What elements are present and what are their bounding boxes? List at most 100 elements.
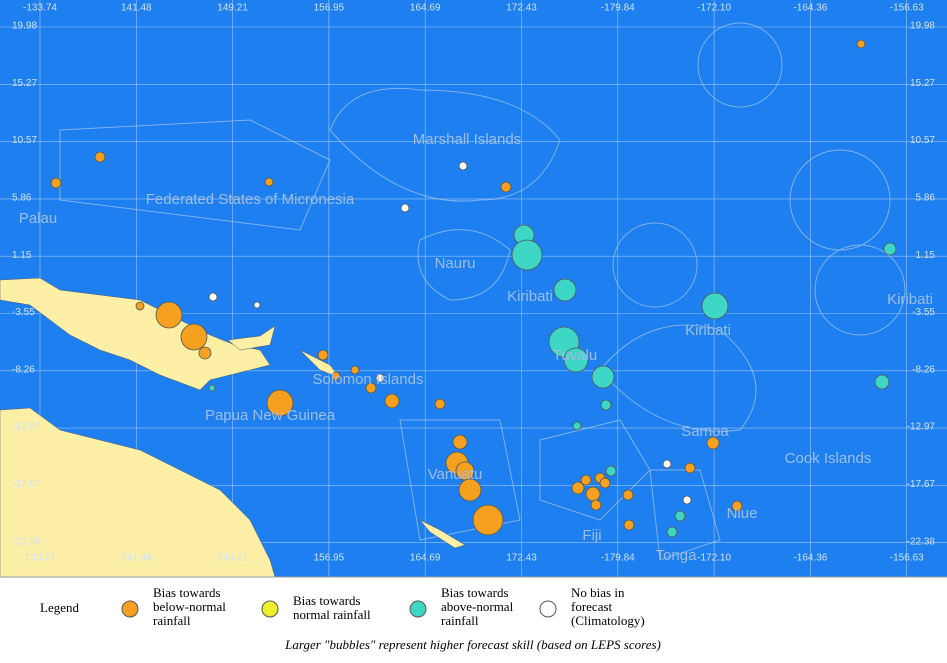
lat-label: -8.26: [912, 364, 935, 375]
lat-label: -17.67: [907, 479, 936, 490]
bubble: [572, 421, 582, 431]
bubble: [180, 323, 208, 351]
bubble: [458, 161, 468, 171]
bubble: [511, 239, 543, 271]
region-label: Tuvalu: [553, 347, 597, 364]
lat-label: -22.38: [907, 536, 936, 547]
lon-label: 164.69: [410, 553, 441, 564]
region-label: Niue: [727, 505, 758, 522]
lat-label: 1.15: [916, 250, 936, 261]
bubble: [605, 465, 617, 477]
lat-label: 15.27: [12, 78, 37, 89]
bubble: [350, 365, 360, 375]
bubble: [682, 495, 692, 505]
bubble: [591, 365, 615, 389]
bubble: [580, 474, 592, 486]
bubble: [856, 39, 866, 49]
region-label: Palau: [19, 210, 57, 227]
region-label: Tonga: [656, 547, 698, 564]
bubble: [883, 242, 897, 256]
legend-swatch: [261, 600, 279, 618]
bubble: [198, 346, 212, 360]
region-label: Papua New Guinea: [205, 407, 336, 424]
bubble: [706, 436, 720, 450]
bubble: [874, 374, 890, 390]
bubble: [400, 203, 410, 213]
lat-label: -22.38: [12, 536, 41, 547]
legend-label: rainfall: [441, 613, 479, 628]
bubble: [94, 151, 106, 163]
bubble: [155, 301, 183, 329]
bubble: [599, 477, 611, 489]
legend-swatch: [121, 600, 139, 618]
lat-label: 5.86: [916, 193, 936, 204]
bubble: [458, 478, 482, 502]
region-label: Solomon Islands: [313, 371, 424, 388]
lat-label: -17.67: [12, 479, 41, 490]
bubble: [253, 301, 261, 309]
bubble: [571, 481, 585, 495]
region-label: Fiji: [582, 527, 601, 544]
bubble: [623, 519, 635, 531]
legend-label: (Climatology): [571, 613, 645, 628]
lat-label: -12.97: [12, 422, 41, 433]
legend-label: rainfall: [153, 613, 191, 628]
bubble: [264, 177, 274, 187]
lon-label: 156.95: [314, 3, 345, 14]
lat-label: 10.57: [910, 135, 935, 146]
bubble: [731, 500, 743, 512]
bubble: [500, 181, 512, 193]
region-label: Marshall Islands: [413, 131, 521, 148]
lon-label: -156.63: [890, 3, 924, 14]
bubble: [331, 371, 341, 381]
region-label: Vanuatu: [428, 466, 483, 483]
lon-label: 172.43: [506, 553, 537, 564]
bubble: [375, 373, 385, 383]
bubble: [208, 384, 216, 392]
lat-label: 15.27: [910, 78, 935, 89]
lon-label: 164.69: [410, 3, 441, 14]
bubble: [452, 434, 468, 450]
region-label: Cook Islands: [785, 450, 872, 467]
lat-label: 19.98: [910, 21, 935, 32]
legend-label: Bias towards: [441, 585, 509, 600]
bubble: [553, 278, 577, 302]
legend-label: No bias in: [571, 585, 625, 600]
bubble: [701, 292, 729, 320]
legend-label: below-normal: [153, 599, 226, 614]
region-label: Samoa: [681, 423, 729, 440]
bubble: [384, 393, 400, 409]
region-label: Kiribati: [887, 291, 933, 308]
lat-label: -3.55: [912, 307, 935, 318]
lon-label: -164.36: [793, 3, 827, 14]
bubble: [590, 499, 602, 511]
legend-label: Bias towards: [153, 585, 221, 600]
lon-label: 141.48: [121, 3, 152, 14]
legend-note: Larger "bubbles" represent higher foreca…: [284, 637, 661, 652]
lon-label: 156.95: [314, 553, 345, 564]
lat-label: -8.26: [12, 364, 35, 375]
legend-swatch: [539, 600, 557, 618]
lon-label: 141.48: [121, 553, 152, 564]
lon-label: 149.21: [217, 3, 248, 14]
bubble: [662, 459, 672, 469]
lat-label: 19.98: [12, 21, 37, 32]
legend-swatch: [409, 600, 427, 618]
region-label: Kiribati: [507, 288, 553, 305]
lat-label: -12.97: [907, 422, 936, 433]
lat-label: -3.55: [12, 307, 35, 318]
bubble: [563, 347, 589, 373]
lon-label: -179.84: [601, 553, 635, 564]
region-label: Nauru: [435, 255, 476, 272]
legend-label: Bias towards: [293, 593, 361, 608]
lat-label: 10.57: [12, 135, 37, 146]
forecast-bubbles: [50, 39, 897, 538]
land: [0, 277, 466, 578]
lon-label: 133.74: [25, 553, 56, 564]
bubble: [365, 382, 377, 394]
lon-label: 172.43: [506, 3, 537, 14]
lon-label: -156.63: [890, 553, 924, 564]
lon-label: -133.74: [23, 3, 57, 14]
bubble: [600, 399, 612, 411]
legend-label: normal rainfall: [293, 607, 371, 622]
